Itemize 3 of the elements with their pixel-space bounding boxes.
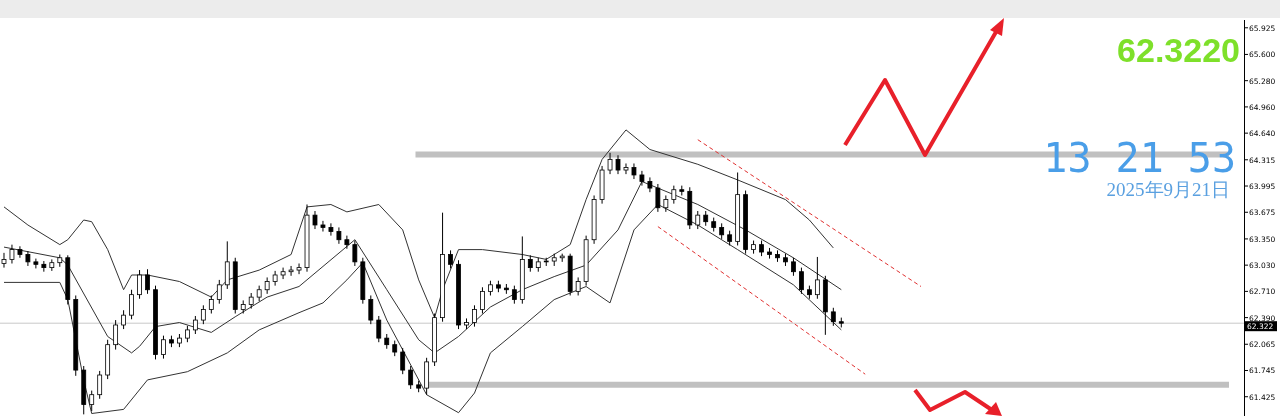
annotation: 13 21 53	[1043, 135, 1236, 181]
annotation: 62.3220	[1117, 31, 1240, 69]
annotation: 2025年9月21日	[1106, 179, 1230, 200]
